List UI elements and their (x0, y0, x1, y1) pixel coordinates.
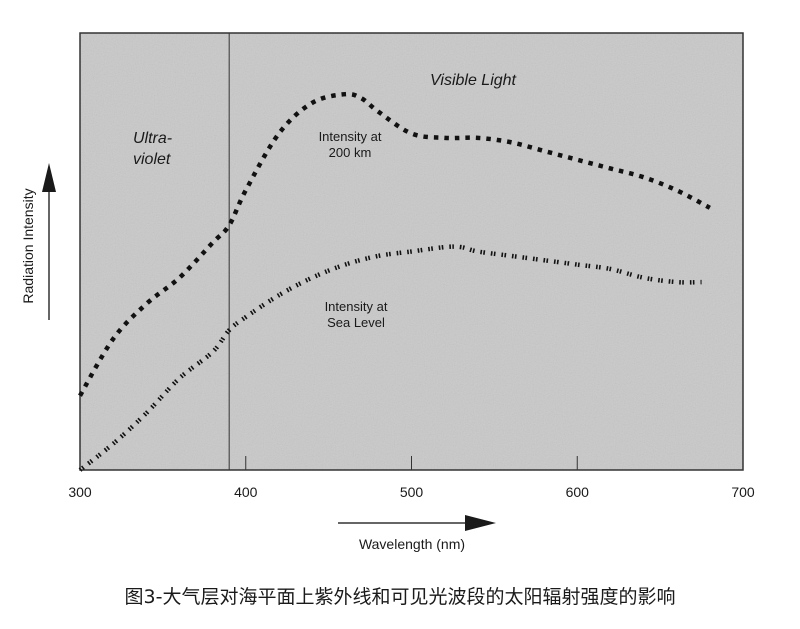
x-axis-tick-labels: 300 400 500 600 700 (68, 484, 755, 500)
annotation-sea-level-line2: Sea Level (327, 315, 385, 330)
region-label-ultraviolet: Ultra- (133, 130, 172, 147)
annotation-200km-line1: Intensity at (319, 129, 382, 144)
x-tick-label: 500 (400, 484, 424, 500)
x-axis-label: Wavelength (nm) (359, 536, 465, 552)
region-label-ultraviolet-2: violet (133, 151, 171, 168)
x-tick-label: 700 (731, 484, 755, 500)
region-label-visible: Visible Light (430, 72, 517, 89)
annotation-sea-level-line1: Intensity at (325, 299, 388, 314)
x-tick-label: 300 (68, 484, 92, 500)
x-tick-label: 400 (234, 484, 258, 500)
figure-caption: 图3-大气层对海平面上紫外线和可见光波段的太阳辐射强度的影响 (124, 586, 676, 608)
annotation-200km-line2: 200 km (329, 145, 372, 160)
x-axis-arrow-icon (338, 515, 496, 531)
y-axis-label: Radiation Intensity (20, 188, 36, 303)
y-axis-arrow-icon (42, 163, 56, 320)
x-axis-ticks (245, 456, 578, 470)
x-tick-label: 600 (566, 484, 590, 500)
curve-intensity-200km (78, 91, 711, 397)
